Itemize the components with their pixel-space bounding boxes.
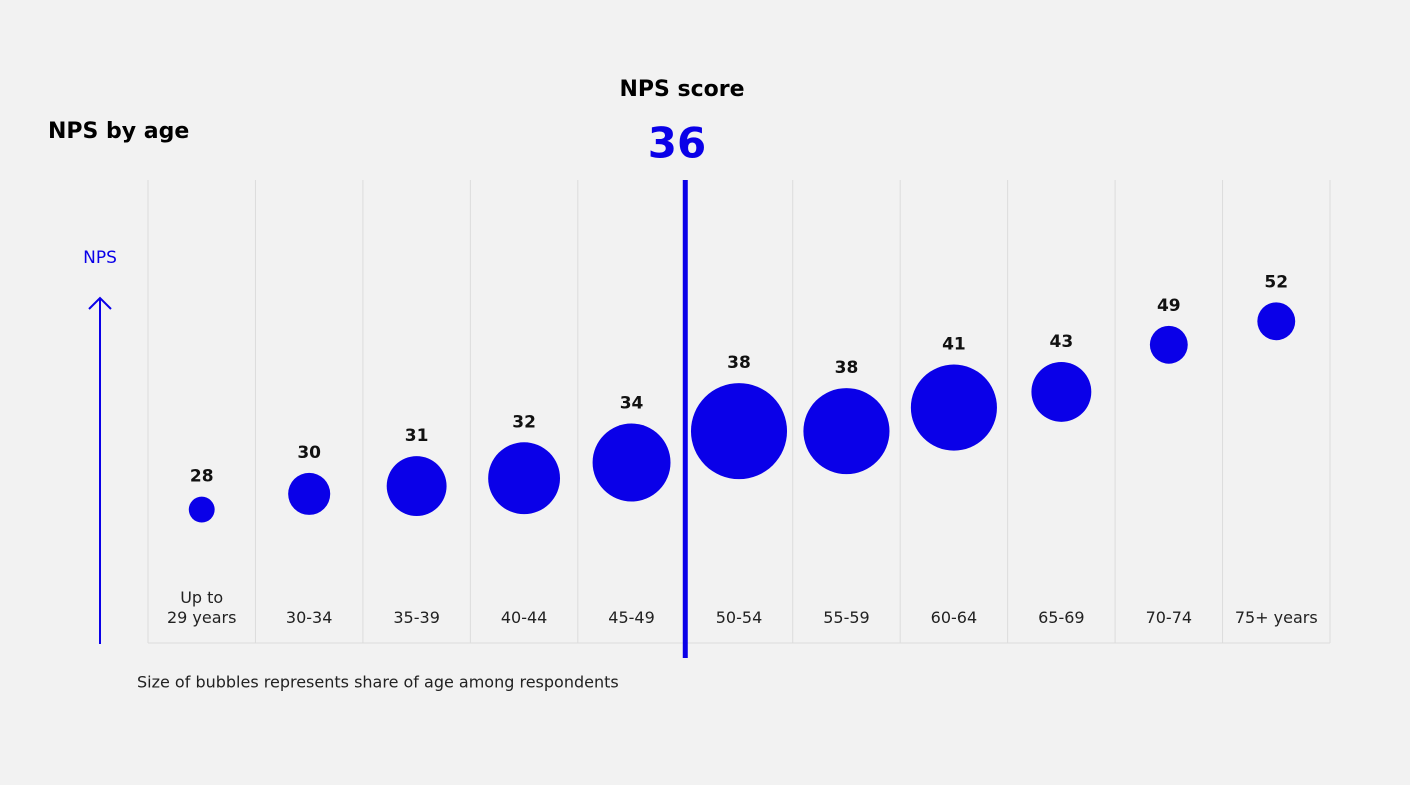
data-label: 28 (190, 467, 214, 487)
data-label: 30 (297, 443, 321, 463)
data-label: 32 (512, 412, 536, 432)
bubble (288, 472, 331, 515)
bubble (803, 388, 890, 475)
bubble (690, 383, 788, 480)
x-tick-label: 70-74 (1145, 608, 1193, 627)
x-tick-label: 35-39 (393, 608, 440, 627)
data-label: 38 (727, 353, 751, 373)
footnote: Size of bubbles represents share of age … (137, 673, 619, 692)
reference-label: NPS score (619, 77, 744, 102)
x-tick-label: 45-49 (608, 608, 655, 627)
x-tick-label: 50-54 (715, 608, 763, 627)
bubble (592, 423, 671, 502)
data-label: 43 (1050, 332, 1074, 352)
reference-value: 36 (648, 119, 706, 168)
x-tick-label: 55-59 (823, 608, 870, 627)
data-label: 52 (1264, 272, 1288, 292)
data-label: 38 (835, 358, 859, 378)
x-tick-label: 40-44 (500, 608, 548, 627)
data-label: 31 (405, 426, 429, 446)
x-tick-label: 30-34 (285, 608, 333, 627)
bubble (386, 456, 447, 516)
data-label: 41 (942, 335, 966, 355)
bubble (1257, 302, 1296, 341)
x-tick-label: 65-69 (1038, 608, 1085, 627)
x-tick-label: 60-64 (930, 608, 978, 627)
chart-title: NPS by age (48, 119, 189, 144)
y-axis-label: NPS (83, 248, 117, 268)
bubble (188, 496, 215, 523)
bubble (1031, 361, 1092, 422)
bubble (488, 442, 561, 515)
x-tick-label: 75+ years (1234, 608, 1318, 627)
bubble (910, 364, 997, 451)
data-label: 49 (1157, 296, 1181, 316)
y-axis-arrowhead (88, 296, 112, 310)
x-tick-label: Up to 29 years (166, 588, 237, 627)
data-label: 34 (620, 394, 644, 414)
bubble (1149, 325, 1188, 364)
